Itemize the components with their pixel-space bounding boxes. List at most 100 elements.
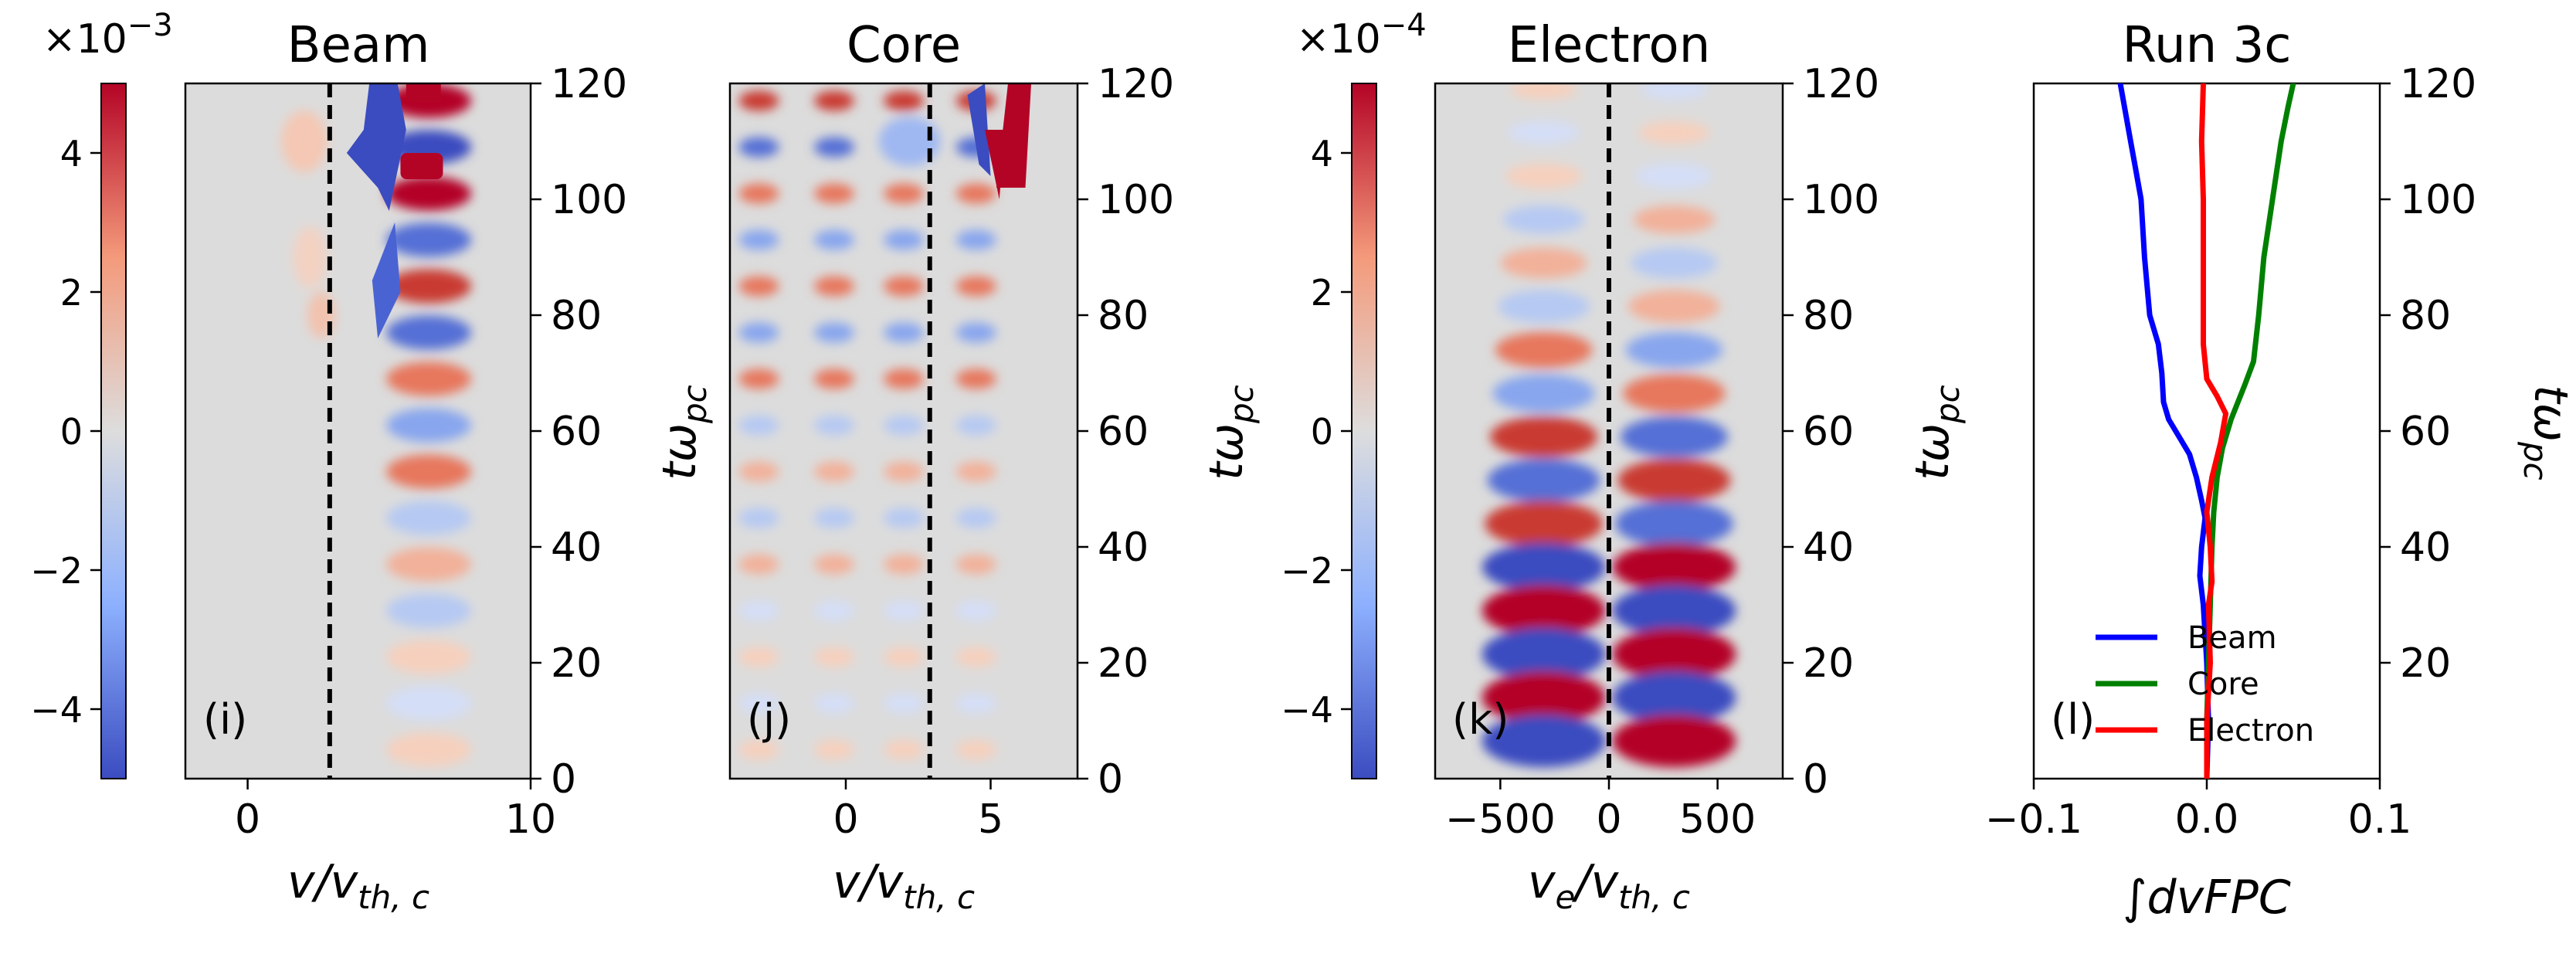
heat-cell-negative (386, 501, 472, 535)
x-tick-label: 0 (833, 796, 858, 843)
heat-cell-positive (884, 554, 924, 575)
heat-cell-positive (1623, 374, 1726, 413)
x-tick-label: 10 (505, 796, 556, 843)
heat-cell-positive (280, 110, 328, 172)
heat-cell-negative (955, 322, 996, 343)
heat-cell-negative (814, 415, 854, 436)
y-tick-label: 20 (551, 640, 602, 687)
heat-cell-positive (1627, 290, 1720, 324)
y-tick-label: 80 (1098, 293, 1149, 339)
heat-cell-negative (884, 508, 924, 528)
x-ticks-beam: 0 10 (235, 779, 556, 843)
colorbar-ticks-beam: −4 −2 0 2 4 (30, 133, 101, 731)
y-tick-label: 80 (1803, 293, 1854, 339)
heat-cell-positive (884, 183, 924, 204)
lines-run3c (2117, 83, 2296, 779)
heat-cell-positive (1505, 163, 1583, 189)
y-tick-label: 60 (2400, 409, 2451, 455)
panel-electron: −4 −2 0 2 4 ×10−4 Electron −500 0 500 0 20 40 60 8… (1281, 8, 1967, 916)
heat-cell-positive (400, 153, 443, 179)
series-line-electron (2198, 83, 2229, 779)
y-ticks-electron: 0 20 40 60 80 100 120 (1783, 61, 1879, 803)
heat-cell-positive (1489, 416, 1598, 458)
heat-cell-positive (996, 83, 1031, 188)
colorbar-tick-label: −2 (30, 550, 83, 592)
panel-label-i: (i) (203, 695, 247, 744)
heat-cell-negative (1498, 290, 1590, 324)
y-tick-label: 120 (2400, 61, 2476, 107)
heat-cell-negative (814, 600, 854, 621)
y-tick-label: 40 (2400, 525, 2451, 571)
heat-cell-negative (386, 686, 472, 721)
heat-cell-negative (386, 593, 472, 628)
panel-label-l: (l) (2051, 695, 2095, 744)
x-ticks-electron: −500 0 500 (1445, 779, 1756, 843)
x-label-run3c: ∫dvFPC (2123, 871, 2291, 925)
heat-cell-negative (1631, 247, 1718, 279)
heat-cell-negative (814, 508, 854, 528)
heat-cell-positive (738, 90, 779, 111)
colorbar-electron (1351, 83, 1377, 779)
heat-cell-positive (1612, 715, 1736, 768)
heat-cell-positive (293, 226, 328, 288)
heat-cell-positive (1500, 247, 1587, 279)
heat-cell-positive (1612, 542, 1736, 592)
heat-cell-positive (884, 647, 924, 667)
x-tick-label: 500 (1679, 796, 1756, 843)
heat-cell-negative (738, 229, 779, 250)
heat-cell-negative (884, 322, 924, 343)
heat-cell-negative (386, 408, 472, 443)
colorbar-exponent-electron: ×10−4 (1296, 8, 1427, 63)
legend-label-beam: Beam (2187, 620, 2277, 656)
heatmap-beam (185, 83, 531, 779)
heat-cell-negative (1508, 121, 1580, 144)
heat-cell-positive (884, 368, 924, 389)
x-label-electron: ve/vth, c (1528, 855, 1690, 916)
heat-cell-negative (814, 693, 854, 714)
heat-cell-positive (814, 276, 854, 297)
y-tick-label: 120 (551, 61, 627, 107)
legend-label-core: Core (2187, 667, 2259, 702)
heat-cell-negative (738, 137, 779, 158)
colorbar-tick-label: 4 (60, 133, 83, 175)
y-tick-label: 60 (1098, 409, 1149, 455)
heat-cell-negative (955, 600, 996, 621)
heat-cell-positive (884, 276, 924, 297)
heat-cell-negative (955, 508, 996, 528)
series-line-beam (2117, 83, 2211, 779)
heat-cell-negative (1635, 163, 1712, 189)
y-tick-label: 20 (2400, 640, 2451, 687)
x-tick-label: −0.1 (1985, 796, 2082, 843)
y-ticks-beam: 0 20 40 60 80 100 120 (531, 61, 627, 803)
title-beam: Beam (287, 17, 430, 74)
y-tick-label: 20 (1803, 640, 1854, 687)
y-ticks-core: 0 20 40 60 80 100 120 (1078, 61, 1174, 803)
heat-cell-negative (884, 415, 924, 436)
title-run3c: Run 3c (2123, 17, 2292, 74)
heat-cell-positive (1612, 627, 1736, 681)
colorbar-beam (100, 83, 127, 779)
heat-cell-negative (1481, 627, 1606, 681)
heat-cell-negative (346, 83, 406, 211)
colorbar-tick-label: −4 (1281, 689, 1333, 731)
y-tick-label: 100 (1803, 177, 1879, 223)
y-label-electron: tωpc (1906, 385, 1967, 480)
heat-cell-negative (884, 693, 924, 714)
heat-cell-positive (814, 461, 854, 482)
y-tick-label: 40 (551, 525, 602, 571)
x-tick-label: 0 (235, 796, 260, 843)
y-tick-label: 80 (551, 293, 602, 339)
heat-cell-positive (1485, 501, 1604, 547)
x-tick-label: −500 (1445, 796, 1556, 843)
y-tick-label: 120 (1098, 61, 1174, 107)
heat-cell-negative (386, 315, 472, 350)
heat-cell-positive (814, 554, 854, 575)
title-electron: Electron (1508, 17, 1711, 74)
heat-cell-negative (1612, 671, 1736, 724)
heat-cell-negative (1641, 83, 1708, 100)
heat-cell-positive (738, 183, 779, 204)
heat-cell-negative (738, 508, 779, 528)
y-ticks-run3c: 20 40 60 80 100 120 (2380, 61, 2476, 687)
